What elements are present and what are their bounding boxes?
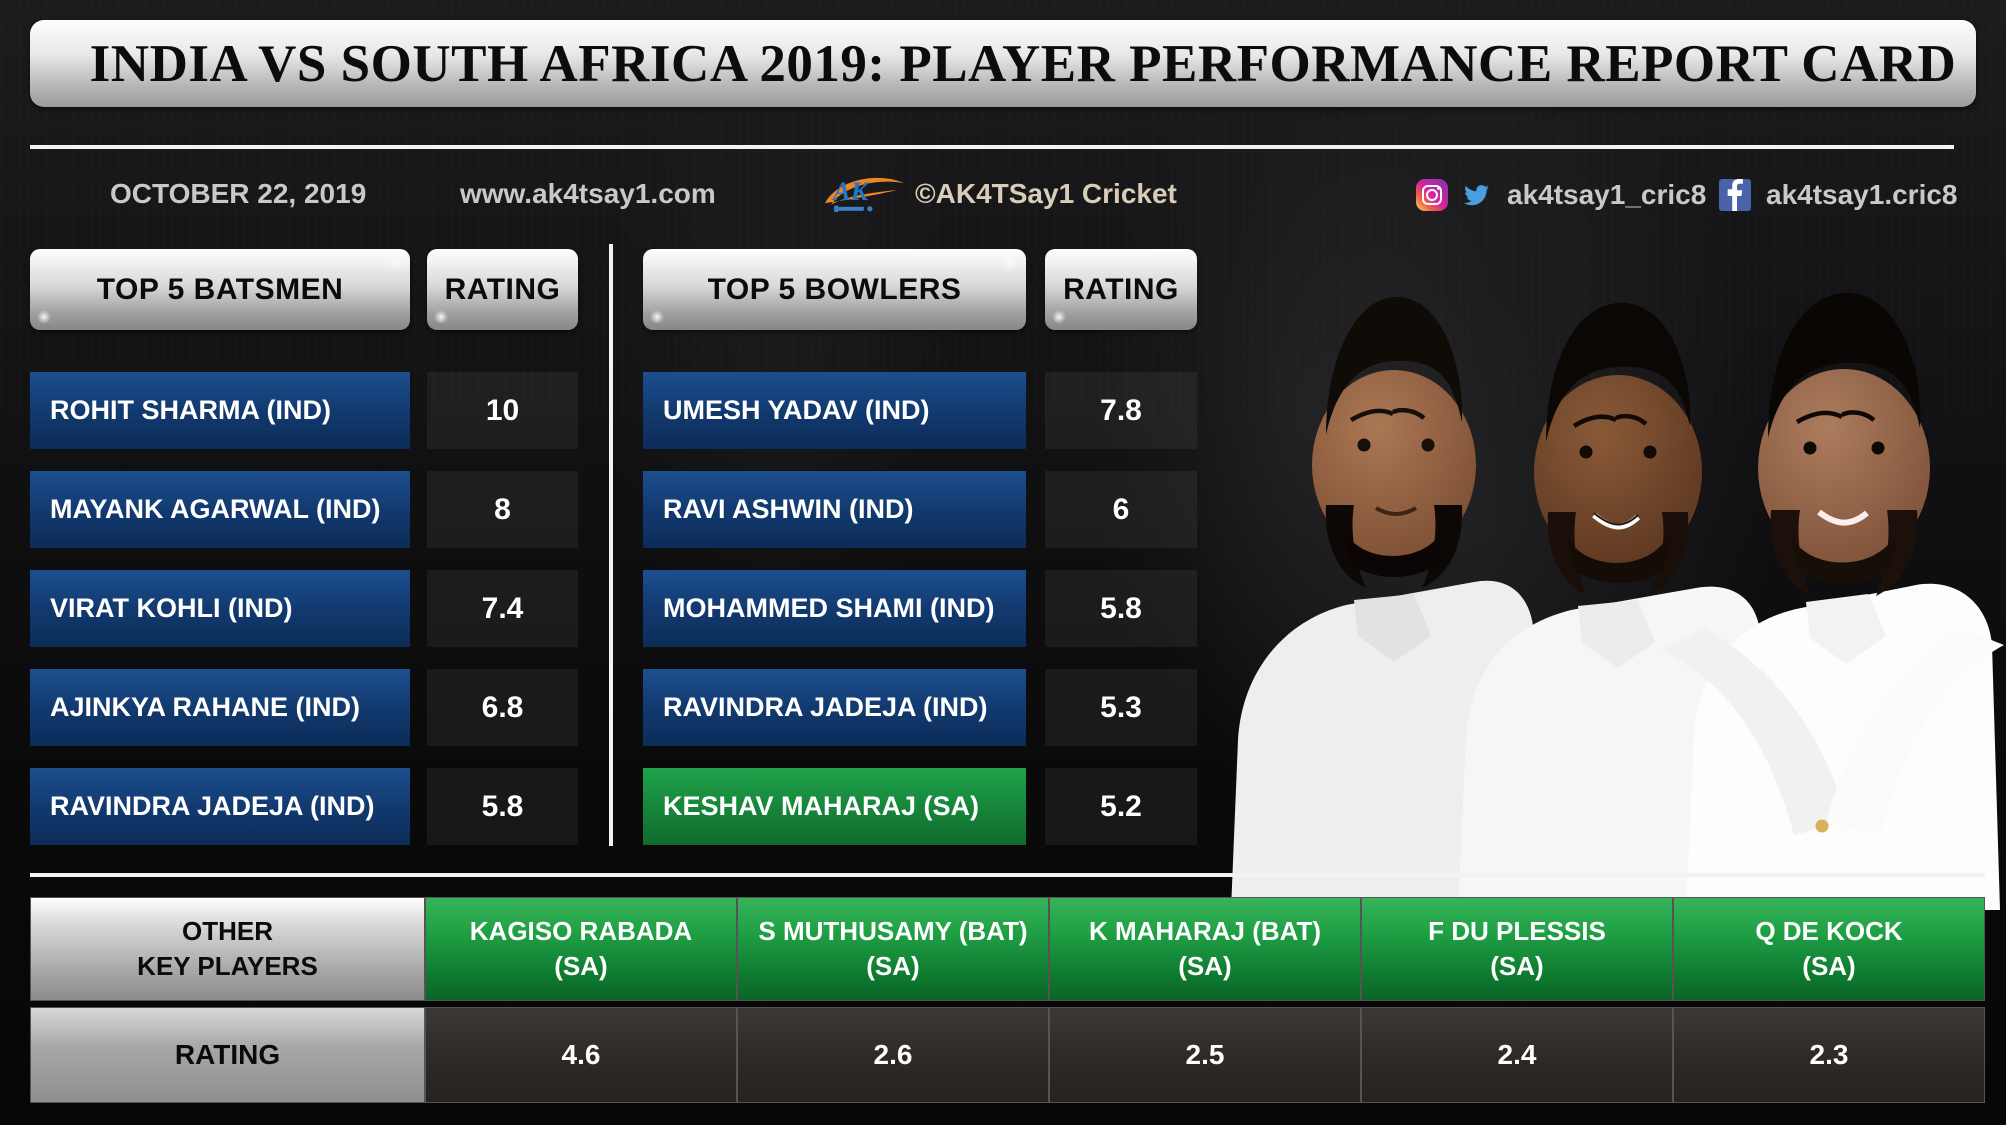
svg-text:AK: AK bbox=[831, 176, 871, 206]
